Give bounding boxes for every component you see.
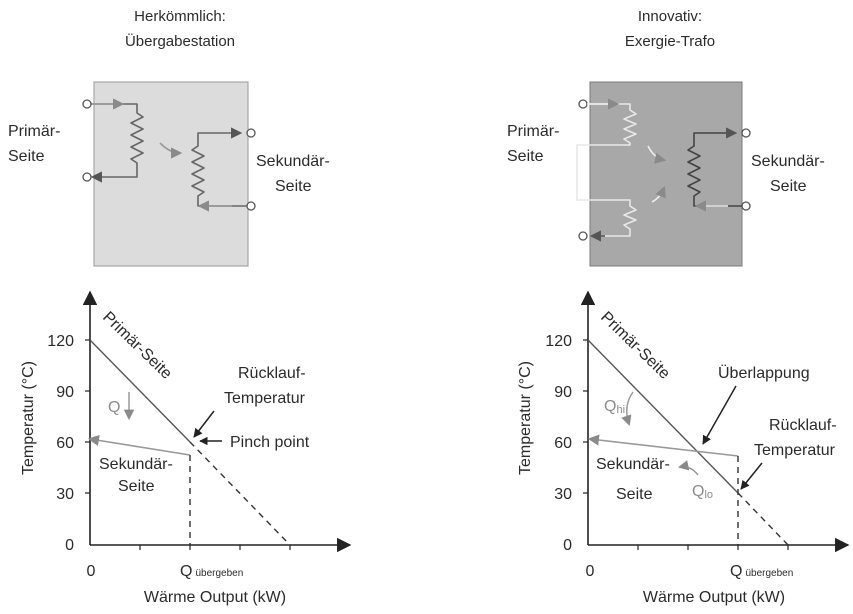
right-qhi-label: Qhi <box>604 398 625 416</box>
left-x-tick-label-0: 0 <box>87 563 96 580</box>
right-y-axis-label: Temperatur (°C) <box>517 361 534 475</box>
right-primary-supply-port <box>578 99 588 109</box>
left-y-tick-label-120: 120 <box>47 333 74 350</box>
right-primary-extension <box>737 492 789 546</box>
right-y-tick-label-60: 60 <box>554 435 572 452</box>
left-return-temp-label-line1: Rücklauf- <box>238 365 306 382</box>
right-x-axis-label: Wärme Output (kW) <box>643 589 785 606</box>
left-y-tick-label-90: 90 <box>56 384 74 401</box>
left-x-ticks <box>139 545 291 550</box>
right-qlo-sub: lo <box>704 489 713 501</box>
right-primary-label-line1: Primär- <box>507 123 559 140</box>
left-y-tick-label-60: 60 <box>56 435 74 452</box>
left-secondary-series-label-line1: Sekundär- <box>99 456 173 473</box>
left-y-axis-label: Temperatur (°C) <box>20 361 37 475</box>
right-y-tick-label-0: 0 <box>563 537 572 554</box>
right-x-q-main: Q <box>730 563 742 580</box>
left-primary-extension <box>189 441 291 546</box>
right-primary-return-port <box>578 231 588 241</box>
left-pinch-point-label: Pinch point <box>230 434 310 451</box>
right-secondary-supply-port <box>741 128 751 138</box>
left-x-q-main: Q <box>180 563 192 580</box>
right-x-tick-label-0: 0 <box>586 563 595 580</box>
left-substation-diagram: Herkömmlich: Übergabestation Primär- Sei… <box>8 8 330 267</box>
right-x-ticks <box>637 545 789 550</box>
right-qhi-main: Q <box>604 398 616 415</box>
right-primary-line <box>587 339 739 494</box>
left-secondary-label-line1: Sekundär- <box>256 153 330 170</box>
left-substation-box <box>93 81 249 267</box>
right-qlo-main: Q <box>692 483 704 500</box>
left-x-axis-label: Wärme Output (kW) <box>144 589 286 606</box>
right-trafo-box <box>589 81 743 267</box>
left-secondary-coil <box>191 127 247 207</box>
right-return-temp-arrow <box>740 462 763 490</box>
right-secondary-coil <box>687 127 742 207</box>
left-y-tick-label-30: 30 <box>56 486 74 503</box>
left-secondary-supply-port <box>246 128 256 138</box>
left-return-temp-arrow <box>193 410 215 438</box>
right-title-line1: Innovativ: <box>638 8 702 25</box>
right-primary-coil <box>576 103 637 237</box>
right-secondary-return-port <box>741 201 751 211</box>
left-title-line2: Übergabestation <box>125 32 235 50</box>
left-primary-coil <box>90 103 144 183</box>
right-secondary-series-label-line2: Seite <box>616 486 653 503</box>
right-y-tick-label-30: 30 <box>554 486 572 503</box>
left-primary-label-line1: Primär- <box>8 123 60 140</box>
right-title-line2: Exergie-Trafo <box>625 33 715 50</box>
right-y-tick-label-120: 120 <box>545 333 572 350</box>
right-exergy-trafo-diagram: Innovativ: Exergie-Trafo Primär- Seite S… <box>507 8 825 267</box>
left-secondary-series-label-line2: Seite <box>118 478 155 495</box>
left-primary-supply-port <box>82 99 92 109</box>
left-secondary-label-line2: Seite <box>275 178 312 195</box>
right-overlap-arrow <box>702 385 737 445</box>
left-primary-line <box>89 339 191 443</box>
left-y-tick-label-0: 0 <box>65 537 74 554</box>
left-secondary-return-port <box>246 201 256 211</box>
right-secondary-label-line1: Sekundär- <box>751 153 825 170</box>
right-overlap-label: Überlappung <box>718 364 810 382</box>
left-title-line1: Herkömmlich: <box>134 8 226 25</box>
right-y-tick-label-90: 90 <box>554 384 572 401</box>
right-primary-series-label: Primär-Seite <box>597 309 673 383</box>
right-secondary-line <box>587 434 739 457</box>
right-return-temp-label-line2: Temperatur <box>754 442 836 459</box>
right-heat-in-arrow <box>647 145 667 164</box>
right-heat-out-arrow <box>651 185 666 203</box>
right-secondary-series-label-line1: Sekundär- <box>596 456 670 473</box>
left-return-temp-label-line2: Temperatur <box>224 390 306 407</box>
left-heat-q-label: Q <box>108 399 120 416</box>
left-heat-transfer-arrow <box>159 142 183 159</box>
left-x-q-sub: übergeben <box>195 568 243 579</box>
left-primary-series-label: Primär-Seite <box>99 309 175 383</box>
right-x-q-sub: übergeben <box>745 568 793 579</box>
right-y-ticks <box>583 339 588 494</box>
left-primary-return-port <box>82 172 92 182</box>
right-qhi-arrow <box>621 391 634 426</box>
right-primary-label-line2: Seite <box>507 148 544 165</box>
right-qlo-label: Qlo <box>692 483 713 501</box>
left-secondary-line <box>87 434 191 456</box>
right-return-temp-label-line1: Rücklauf- <box>769 417 837 434</box>
right-qhi-sub: hi <box>616 404 625 416</box>
right-qlo-arrow <box>677 460 699 476</box>
right-secondary-label-line2: Seite <box>770 178 807 195</box>
left-primary-label-line2: Seite <box>8 148 45 165</box>
